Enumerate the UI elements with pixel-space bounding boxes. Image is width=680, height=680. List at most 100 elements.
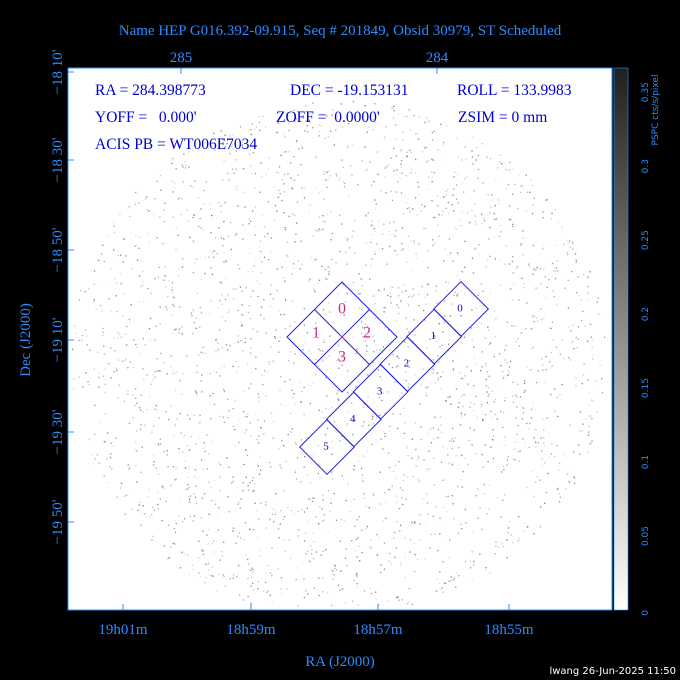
noise-dot (250, 569, 252, 571)
noise-dot (210, 417, 212, 420)
noise-dot (486, 402, 488, 404)
noise-dot (403, 341, 406, 343)
noise-dot (102, 331, 105, 334)
noise-dot (188, 498, 191, 500)
noise-dot (200, 208, 202, 210)
noise-dot (488, 508, 490, 510)
noise-dot (198, 572, 200, 574)
noise-dot (408, 587, 410, 590)
noise-dot (239, 148, 241, 151)
noise-dot (174, 479, 176, 481)
noise-dot (410, 151, 413, 153)
noise-dot (229, 578, 231, 580)
noise-dot (228, 511, 230, 513)
noise-dot (279, 464, 281, 466)
noise-dot (163, 209, 165, 211)
noise-dot (461, 290, 463, 292)
noise-dot (219, 367, 221, 369)
noise-dot (220, 282, 223, 284)
noise-dot (456, 137, 458, 139)
noise-dot (406, 447, 408, 449)
noise-dot (337, 344, 339, 346)
noise-dot (281, 157, 283, 159)
noise-dot (218, 462, 220, 464)
noise-dot (412, 288, 414, 290)
noise-dot (276, 210, 278, 212)
noise-dot (170, 484, 172, 487)
noise-dot (366, 345, 368, 347)
noise-dot (314, 259, 316, 261)
noise-dot (194, 469, 197, 471)
noise-dot (182, 451, 184, 453)
noise-dot (343, 519, 345, 521)
noise-dot (530, 369, 532, 371)
noise-dot (123, 292, 126, 295)
noise-dot (257, 393, 259, 395)
noise-dot (516, 451, 518, 453)
noise-dot (455, 228, 457, 230)
noise-dot (544, 462, 546, 464)
noise-dot (431, 372, 433, 374)
noise-dot (125, 255, 127, 257)
noise-dot (168, 524, 170, 526)
noise-dot (303, 197, 306, 199)
noise-dot (253, 265, 255, 267)
noise-dot (154, 371, 156, 373)
noise-dot (322, 591, 324, 593)
noise-dot (153, 461, 155, 463)
noise-dot (156, 180, 158, 183)
noise-dot (393, 147, 395, 150)
noise-dot (492, 439, 494, 441)
noise-dot (389, 285, 391, 288)
noise-dot (125, 333, 127, 335)
noise-dot (129, 466, 131, 468)
noise-dot (499, 224, 502, 226)
noise-dot (230, 248, 232, 251)
noise-dot (524, 442, 526, 444)
noise-dot (567, 279, 569, 281)
noise-dot (400, 562, 402, 564)
noise-dot (154, 338, 156, 341)
noise-dot (536, 476, 538, 478)
noise-dot (280, 314, 282, 316)
noise-dot (164, 266, 166, 268)
noise-dot (279, 336, 281, 338)
noise-dot (511, 325, 513, 327)
noise-dot (98, 462, 100, 464)
noise-dot (449, 440, 451, 442)
noise-dot (220, 237, 223, 239)
noise-dot (262, 590, 265, 592)
noise-dot (582, 310, 584, 312)
noise-dot (185, 164, 187, 166)
noise-dot (152, 506, 154, 508)
noise-dot (481, 454, 483, 456)
noise-dot (504, 359, 506, 361)
noise-dot (596, 411, 599, 413)
noise-dot (159, 498, 161, 500)
noise-dot (426, 394, 428, 397)
noise-dot (453, 518, 455, 520)
noise-dot (544, 276, 546, 278)
noise-dot (192, 333, 194, 335)
noise-dot (167, 466, 169, 468)
noise-dot (148, 241, 151, 244)
noise-dot (206, 534, 208, 536)
noise-dot (400, 337, 402, 339)
colorbar-label: 0.1 (641, 455, 651, 469)
noise-dot (566, 252, 568, 254)
noise-dot (457, 281, 459, 284)
noise-dot (405, 317, 407, 319)
noise-dot (553, 480, 555, 483)
noise-dot (506, 362, 508, 364)
noise-dot (272, 298, 275, 300)
noise-dot (338, 367, 340, 369)
noise-dot (405, 202, 407, 204)
noise-dot (385, 166, 388, 168)
noise-dot (97, 351, 99, 353)
noise-dot (414, 334, 416, 336)
noise-dot (308, 521, 310, 523)
noise-dot (361, 321, 363, 323)
noise-dot (151, 402, 153, 404)
acis-s-label: 4 (350, 413, 356, 425)
noise-dot (401, 160, 403, 162)
